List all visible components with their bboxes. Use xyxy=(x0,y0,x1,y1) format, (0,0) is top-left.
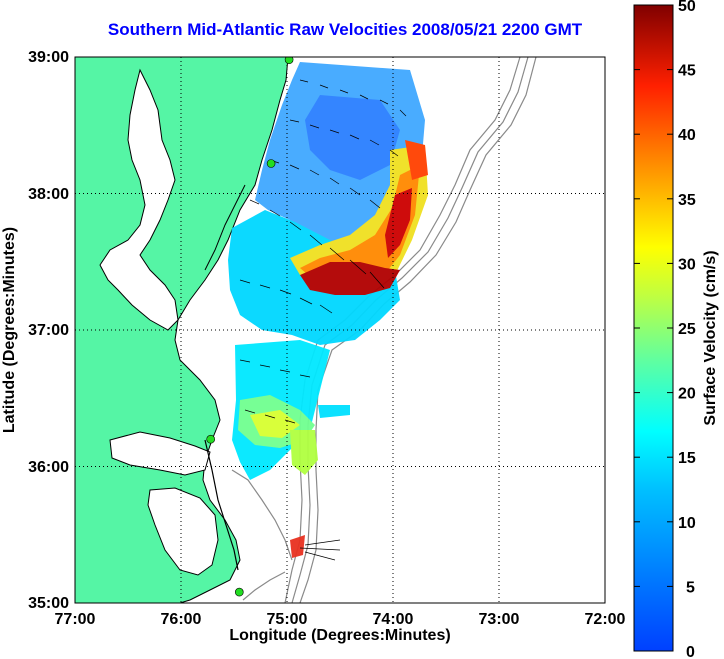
colorbar-tick-label: 5 xyxy=(686,579,695,596)
y-tick-labels: 39:00 38:00 37:00 36:00 35:00 xyxy=(28,49,69,612)
y-tick-label: 39:00 xyxy=(28,49,69,66)
station-marker xyxy=(284,57,294,64)
x-tick-label: 73:00 xyxy=(479,611,520,628)
station-markers xyxy=(206,57,294,597)
colorbar-tick-label: 45 xyxy=(678,63,696,80)
x-tick-label: 72:00 xyxy=(585,611,626,628)
y-tick-label: 36:00 xyxy=(28,459,69,476)
colorbar xyxy=(633,4,674,652)
station-marker xyxy=(266,159,276,168)
x-tick-label: 77:00 xyxy=(55,611,96,628)
x-tick-labels: 77:00 76:00 75:00 74:00 73:00 72:00 xyxy=(55,611,626,628)
station-marker xyxy=(206,434,215,444)
y-axis-label: Latitude (Degrees:Minutes) xyxy=(1,227,18,433)
colorbar-tick-labels: 50 45 40 35 30 25 20 15 10 5 0 xyxy=(678,0,696,659)
colorbar-tick-label: 35 xyxy=(678,192,696,209)
station-marker xyxy=(235,587,244,597)
map-title: Southern Mid-Atlantic Raw Velocities 200… xyxy=(107,20,583,39)
colorbar-tick-label: 10 xyxy=(678,515,696,532)
colorbar-tick-label: 20 xyxy=(678,386,696,403)
plot-frame xyxy=(74,56,606,604)
colorbar-tick-label: 40 xyxy=(678,127,696,144)
x-tick-label: 74:00 xyxy=(373,611,414,628)
y-tick-label: 35:00 xyxy=(28,595,69,612)
graticule xyxy=(75,57,605,603)
y-tick-label: 38:00 xyxy=(28,186,69,203)
colorbar-label: Surface Velocity (cm/s) xyxy=(702,250,719,425)
x-axis-label: Longitude (Degrees:Minutes) xyxy=(229,627,450,644)
colorbar-tick-label: 50 xyxy=(678,0,696,15)
land xyxy=(75,57,289,603)
x-tick-label: 76:00 xyxy=(161,611,202,628)
colorbar-tick-label: 0 xyxy=(686,644,695,659)
x-tick-label: 75:00 xyxy=(267,611,308,628)
colorbar-ticks xyxy=(634,4,673,587)
map-layers xyxy=(75,57,605,603)
y-tick-label: 37:00 xyxy=(28,322,69,339)
colorbar-tick-label: 25 xyxy=(678,321,696,338)
colorbar-tick-label: 30 xyxy=(678,256,696,273)
colorbar-tick-label: 15 xyxy=(678,450,696,467)
